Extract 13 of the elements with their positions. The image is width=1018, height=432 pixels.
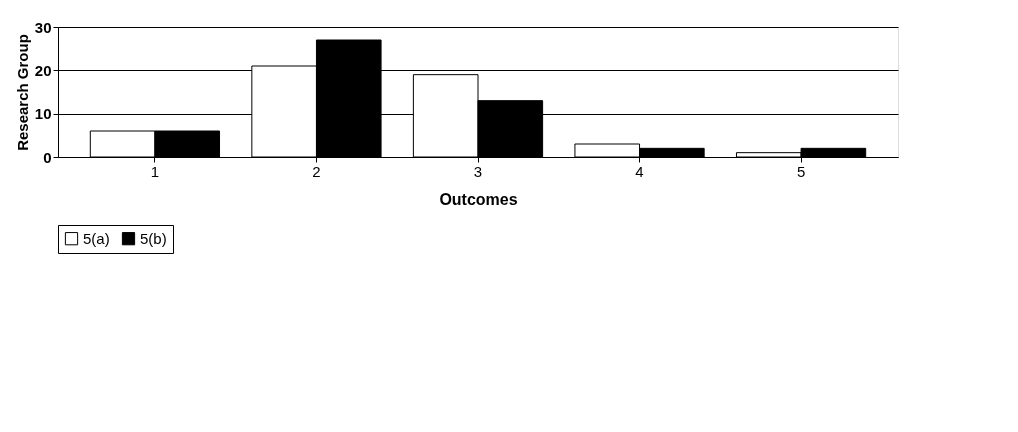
x-axis-title: Outcomes (439, 190, 518, 208)
x-tick-label: 3 (473, 162, 483, 180)
x-tick-label: 1 (150, 162, 160, 180)
y-tick-label: 20 (34, 61, 52, 79)
legend-label: 5(a) (83, 229, 110, 247)
x-tick-label: 2 (312, 162, 321, 180)
legend-label: 5(b) (140, 229, 167, 247)
x-tick-label: 5 (796, 162, 806, 180)
y-tick-label: 30 (34, 18, 52, 36)
y-tick-label: 10 (34, 105, 52, 123)
x-tick-label: 4 (635, 162, 644, 180)
y-tick-label: 0 (43, 148, 52, 166)
y-axis-title: Research Group (13, 34, 31, 151)
